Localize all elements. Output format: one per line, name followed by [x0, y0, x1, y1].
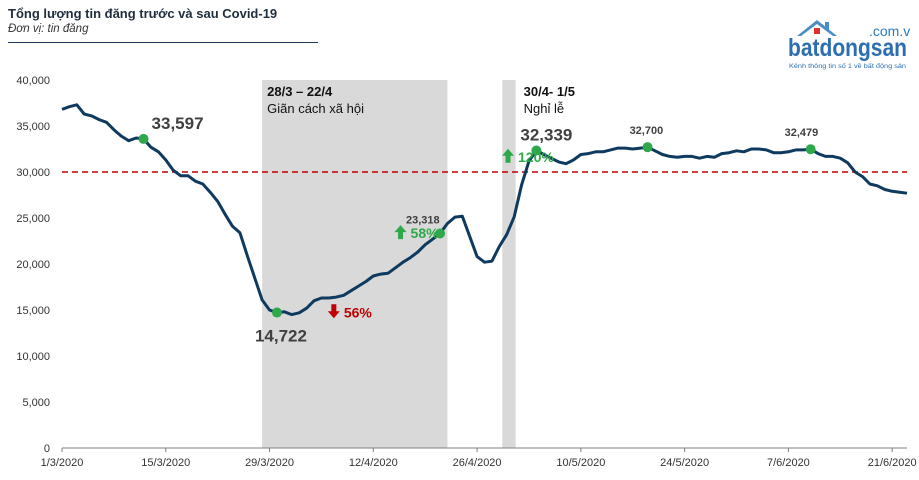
shaded-periods: 28/3 – 22/4 Giãn cách xã hội 30/4- 1/5 Nghỉ…: [262, 80, 575, 448]
y-tick-label: 5,000: [22, 397, 50, 409]
title-divider: [8, 42, 318, 43]
arrow-up-icon: [502, 148, 515, 163]
x-tick-label: 1/3/2020: [41, 457, 84, 469]
x-tick-label: 10/5/2020: [556, 457, 605, 469]
x-tick-label: 7/6/2020: [767, 457, 810, 469]
y-tick-label: 25,000: [16, 213, 50, 225]
shaded-period-subtitle-1: Nghỉ lễ: [524, 101, 564, 116]
x-tick-label: 12/4/2020: [349, 457, 398, 469]
x-tick-label: 21/6/2020: [868, 457, 917, 469]
arrow-down-icon: [327, 304, 340, 319]
change-label-1: 58%: [411, 225, 440, 241]
house-chimney: [825, 22, 829, 30]
x-axis: 1/3/2020 15/3/2020 29/3/2020 12/4/2020 26/4/…: [41, 447, 917, 469]
marker-point-0: [138, 133, 149, 144]
shaded-period-0: [262, 80, 448, 448]
logo-brand: batdongsan: [788, 34, 907, 62]
batdongsan-logo: .com.vn batdongsan Kênh thông tin số 1 v…: [788, 20, 910, 70]
x-tick-label: 26/4/2020: [453, 457, 502, 469]
shaded-period-title-0: 28/3 – 22/4: [267, 84, 333, 99]
logo-tagline: Kênh thông tin số 1 về bất động sản: [789, 61, 906, 70]
arrow-up-icon: [394, 225, 407, 240]
shaded-period-subtitle-0: Giãn cách xã hội: [267, 101, 364, 116]
marker-label-2: 23,318: [406, 214, 440, 226]
change-label-0: 56%: [344, 304, 373, 320]
data-markers: 33,597 14,722 23,318 32,339 32,700 32,479: [138, 114, 819, 346]
marker-point-3: [531, 145, 542, 156]
y-tick-label: 35,000: [16, 121, 50, 133]
shaded-period-1: [502, 80, 516, 448]
y-tick-label: 20,000: [16, 259, 50, 271]
x-tick-label: 15/3/2020: [141, 457, 190, 469]
marker-label-0: 33,597: [152, 114, 204, 133]
marker-label-3: 32,339: [520, 125, 572, 144]
change-label-2: 120%: [518, 149, 554, 165]
series-line-listings: [61, 103, 908, 317]
marker-label-5: 32,479: [785, 127, 819, 139]
marker-point-4: [642, 142, 653, 153]
y-tick-label: 10,000: [16, 351, 50, 363]
marker-point-5: [805, 144, 816, 155]
logo-domain: .com.vn: [869, 23, 910, 39]
house-door: [814, 28, 820, 34]
house-roof-icon: [797, 20, 837, 36]
chart-title: Tổng lượng tin đăng trước và sau Covid-1…: [8, 6, 278, 21]
marker-point-2: [435, 228, 446, 239]
y-tick-label: 40,000: [16, 75, 50, 87]
marker-point-1: [271, 307, 282, 318]
y-axis: 0 5,000 10,000 15,000 20,000 25,000 30,000 35,0…: [16, 75, 50, 455]
y-tick-label: 0: [44, 443, 50, 455]
x-tick-label: 29/3/2020: [245, 457, 294, 469]
y-tick-label: 15,000: [16, 305, 50, 317]
marker-label-4: 32,700: [630, 125, 664, 137]
x-tick-label: 24/5/2020: [660, 457, 709, 469]
chart-unit-label: Đơn vị: tin đăng: [8, 23, 89, 35]
y-tick-label: 30,000: [16, 167, 50, 179]
marker-label-1: 14,722: [255, 327, 307, 346]
change-annotations: 56% 58% 120%: [327, 148, 554, 320]
shaded-period-title-1: 30/4- 1/5: [524, 84, 575, 99]
